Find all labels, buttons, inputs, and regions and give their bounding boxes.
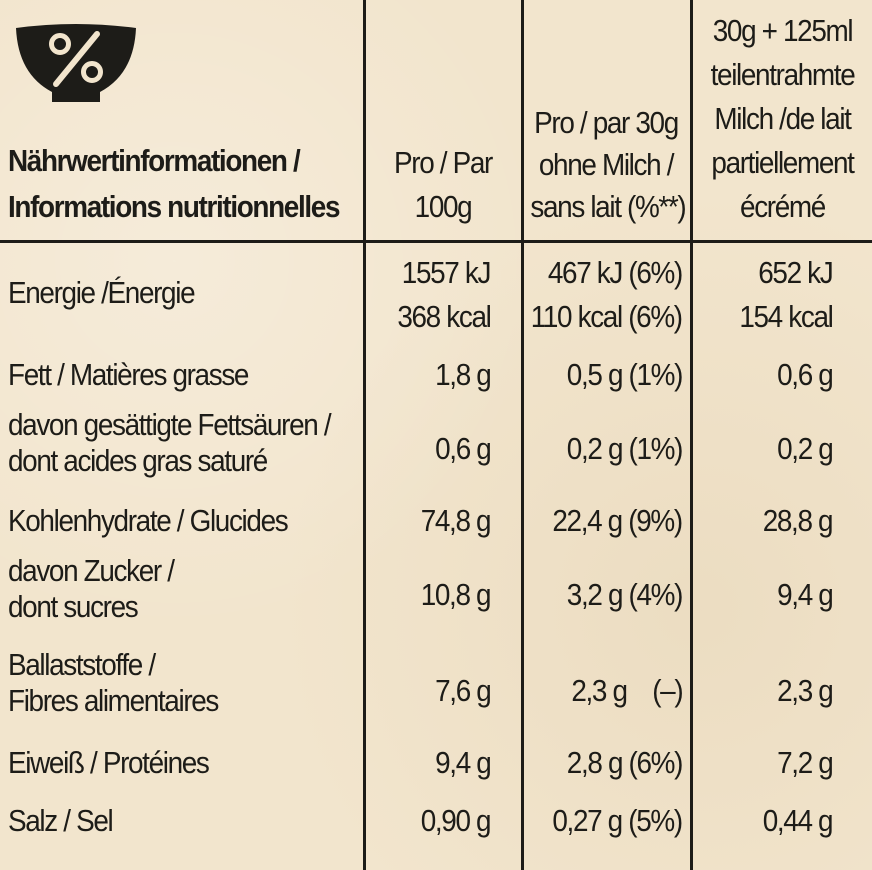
cell-energy-per100g-kj: 1557 kJ xyxy=(401,255,492,290)
row-label-sugars-line1: davon Zucker / xyxy=(8,553,175,588)
cell-fibre-milk: 2,3 g xyxy=(776,673,834,708)
column-divider-2 xyxy=(521,0,524,870)
header-label-line1: Nährwertinformationen / xyxy=(8,143,301,178)
cell-salt-per30g: 0,27 g (5%) xyxy=(552,803,684,838)
bowl-percent-icon xyxy=(16,24,136,102)
cell-energy-milk-kcal: 154 kcal xyxy=(738,299,833,334)
cell-protein-per100g: 9,4 g xyxy=(434,745,492,780)
header-col2-line1: Pro / par 30g xyxy=(534,105,679,140)
cell-protein-milk: 7,2 g xyxy=(776,745,834,780)
header-col1-line1: Pro / Par xyxy=(394,145,493,180)
column-divider-1 xyxy=(363,0,366,870)
header-divider xyxy=(0,240,872,243)
cell-saturates-per100g: 0,6 g xyxy=(434,431,492,466)
cell-carbs-per100g: 74,8 g xyxy=(420,503,492,538)
cell-fat-per100g: 1,8 g xyxy=(434,357,492,392)
row-label-fibre-line2: Fibres alimentaires xyxy=(8,683,219,718)
cell-saturates-milk: 0,2 g xyxy=(776,431,834,466)
cell-carbs-per30g: 22,4 g (9%) xyxy=(552,503,684,538)
row-label-fat: Fett / Matières grasse xyxy=(8,357,249,392)
header-col3-line4: partiellement xyxy=(711,145,855,180)
cell-sugars-milk: 9,4 g xyxy=(776,577,834,612)
cell-sugars-per100g: 10,8 g xyxy=(420,577,492,612)
header-col2-line3: sans lait (%**) xyxy=(530,189,686,224)
header-col3-line1: 30g + 125ml xyxy=(712,13,854,48)
header-col3-line2: teilentrahmte xyxy=(710,57,856,92)
row-label-fibre-line1: Ballaststoffe / xyxy=(8,647,156,682)
header-col1-line2: 100g xyxy=(414,189,473,224)
row-label-sugars-line2: dont sucres xyxy=(8,589,139,624)
cell-carbs-milk: 28,8 g xyxy=(762,503,834,538)
row-label-saturates-line1: davon gesättigte Fettsäuren / xyxy=(8,407,332,442)
cell-salt-milk: 0,44 g xyxy=(762,803,834,838)
row-label-energy: Energie /Énergie xyxy=(8,275,196,310)
cell-saturates-per30g: 0,2 g (1%) xyxy=(566,431,684,466)
header-col2-line2: ohne Milch / xyxy=(538,147,675,182)
header-label-line2: Informations nutritionnelles xyxy=(8,189,340,224)
cell-fibre-per100g: 7,6 g xyxy=(434,673,492,708)
cell-energy-per100g-kcal: 368 kcal xyxy=(396,299,491,334)
row-label-carbs: Kohlenhydrate / Glucides xyxy=(8,503,289,538)
cell-energy-per30g-kj: 467 kJ (6%) xyxy=(547,255,683,290)
cell-energy-per30g-kcal: 110 kcal (6%) xyxy=(531,299,683,334)
cell-protein-per30g: 2,8 g (6%) xyxy=(566,745,684,780)
header-col3-line5: écrémé xyxy=(740,189,826,224)
cell-sugars-per30g: 3,2 g (4%) xyxy=(566,577,684,612)
row-label-salt: Salz / Sel xyxy=(8,803,114,838)
row-label-saturates-line2: dont acides gras saturé xyxy=(8,443,268,478)
cell-energy-milk-kj: 652 kJ xyxy=(757,255,833,290)
cell-salt-per100g: 0,90 g xyxy=(420,803,492,838)
cell-fat-milk: 0,6 g xyxy=(776,357,834,392)
row-label-protein: Eiweiß / Protéines xyxy=(8,745,210,780)
column-divider-3 xyxy=(690,0,693,870)
header-col3-line3: Milch /de lait xyxy=(714,101,852,136)
cell-fat-per30g: 0,5 g (1%) xyxy=(566,357,684,392)
cell-fibre-per30g: 2,3 g (–) xyxy=(571,673,683,708)
